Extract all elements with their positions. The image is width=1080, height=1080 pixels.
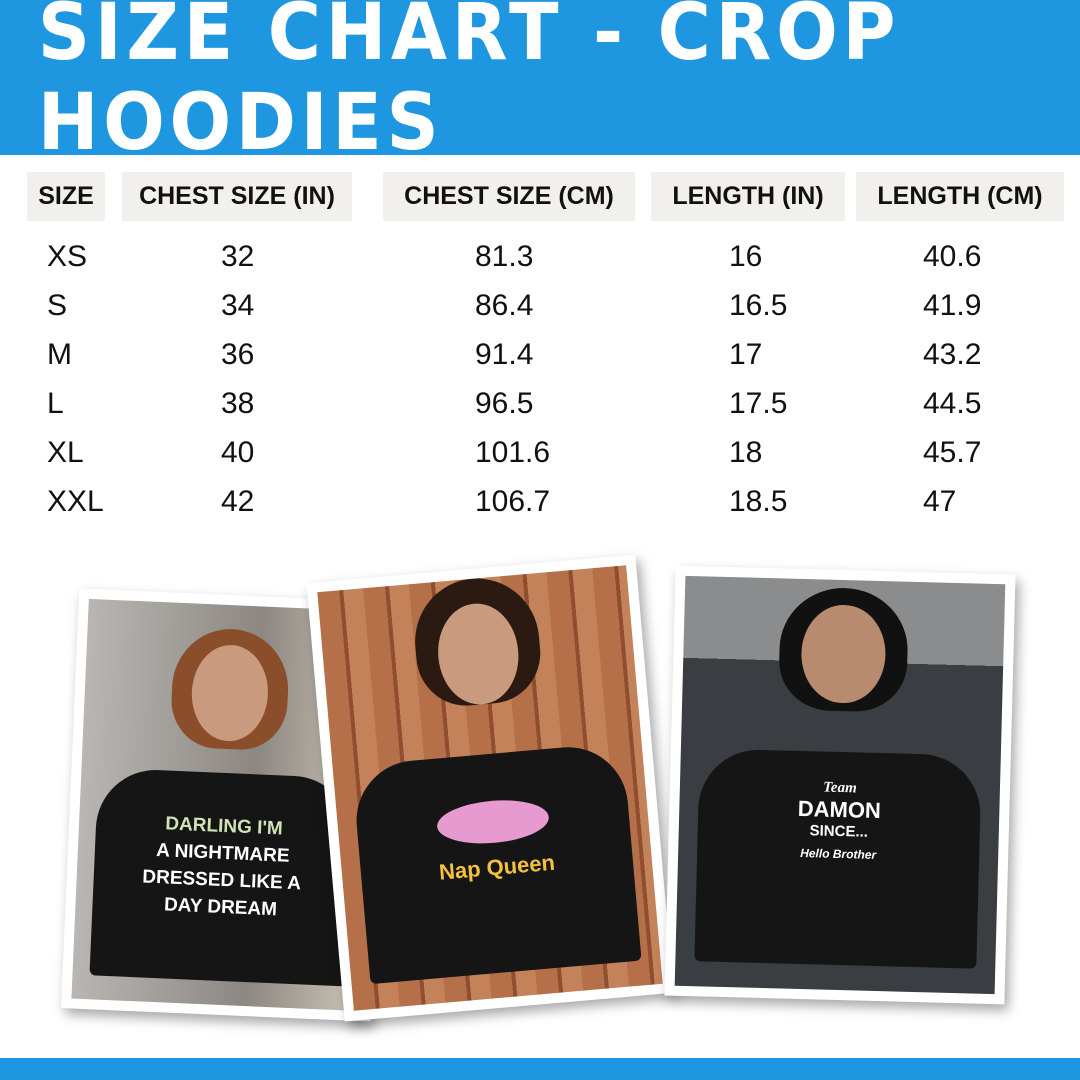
table-cell: 96.5 [475, 387, 534, 420]
table-cell: XXL [47, 485, 104, 518]
table-cell: 16.5 [729, 289, 788, 322]
table-cell: 41.9 [923, 289, 982, 322]
hoodie-print-team-damon: Team DAMON SINCE... Hello Brother [710, 773, 968, 868]
table-cell: 36 [221, 338, 255, 371]
table-cell: 81.3 [475, 240, 534, 273]
table-cell: 42 [221, 485, 255, 518]
table-cell: 38 [221, 387, 255, 420]
table-cell: 45.7 [923, 436, 982, 469]
photo-nap-queen-hoodie: Nap Queen [306, 554, 674, 1022]
table-cell: 17 [729, 338, 763, 371]
table-cell: 47 [923, 485, 957, 518]
table-cell: 18 [729, 436, 763, 469]
table-cell: 91.4 [475, 338, 534, 371]
title-banner: SIZE CHART - CROP HOODIES [0, 0, 1080, 168]
table-cell: 18.5 [729, 485, 788, 518]
table-cell: 106.7 [475, 485, 551, 518]
table-cell: 101.6 [475, 436, 551, 469]
header-chest-in: CHEST SIZE (IN) [122, 172, 352, 221]
header-length-in: LENGTH (IN) [651, 172, 845, 221]
table-cell: XS [47, 240, 88, 273]
table-cell: 40.6 [923, 240, 982, 273]
header-size: SIZE [27, 172, 105, 221]
table-cell: XL [47, 436, 84, 469]
photo-team-damon-hoodie: Team DAMON SINCE... Hello Brother [664, 565, 1016, 1005]
table-cell: M [47, 338, 72, 371]
table-cell: S [47, 289, 68, 322]
header-length-cm: LENGTH (CM) [856, 172, 1064, 221]
table-cell: 16 [729, 240, 763, 273]
table-cell: 44.5 [923, 387, 982, 420]
page-title: SIZE CHART - CROP HOODIES [37, 0, 901, 168]
table-cell: 32 [221, 240, 255, 273]
table-cell: L [47, 387, 64, 420]
footer-bar [0, 1058, 1080, 1080]
table-cell: 34 [221, 289, 255, 322]
table-cell: 40 [221, 436, 255, 469]
table-cell: 86.4 [475, 289, 534, 322]
table-cell: 17.5 [729, 387, 788, 420]
hoodie-print-darling: DARLING I'M A NIGHTMARE DRESSED LIKE A D… [104, 808, 340, 926]
table-cell: 43.2 [923, 338, 982, 371]
header-chest-cm: CHEST SIZE (CM) [383, 172, 635, 221]
